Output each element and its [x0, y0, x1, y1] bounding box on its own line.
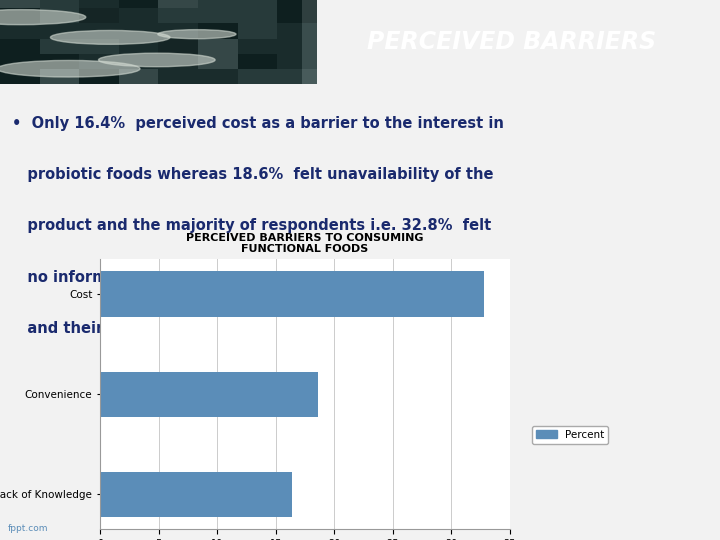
Legend: Percent: Percent — [531, 426, 608, 444]
Bar — [158, 23, 198, 38]
Bar — [79, 38, 119, 53]
Text: •  Only 16.4%  perceived cost as a barrier to the interest in: • Only 16.4% perceived cost as a barrier… — [12, 116, 504, 131]
Bar — [158, 8, 198, 23]
Circle shape — [143, 32, 206, 39]
Bar — [277, 53, 317, 69]
Bar — [238, 8, 277, 23]
Bar — [0, 0, 40, 8]
Bar — [40, 0, 79, 8]
Circle shape — [0, 58, 123, 73]
Bar — [158, 69, 198, 84]
Bar — [0, 0, 302, 84]
Bar — [0, 53, 40, 69]
Bar — [79, 69, 119, 84]
Circle shape — [86, 19, 197, 31]
Bar — [100, 472, 292, 517]
Text: no information was available about  the probiotic foods: no information was available about the p… — [12, 270, 487, 285]
Bar — [119, 8, 158, 23]
Bar — [277, 69, 317, 84]
Bar — [198, 38, 238, 53]
Bar — [277, 38, 317, 53]
Bar — [40, 8, 79, 23]
Text: probiotic foods whereas 18.6%  felt unavailability of the: probiotic foods whereas 18.6% felt unava… — [12, 167, 493, 182]
Bar — [238, 53, 277, 69]
Bar — [79, 8, 119, 23]
Bar — [40, 53, 79, 69]
Bar — [277, 23, 317, 38]
Bar — [277, 8, 317, 23]
Bar — [119, 0, 158, 8]
Text: fppt.com: fppt.com — [8, 524, 48, 534]
Bar — [158, 38, 198, 53]
Bar — [119, 23, 158, 38]
Circle shape — [0, 43, 76, 56]
Bar — [158, 53, 198, 69]
Bar — [238, 69, 277, 84]
Bar — [40, 23, 79, 38]
Bar — [277, 0, 317, 8]
Bar — [238, 0, 277, 8]
Bar — [119, 38, 158, 53]
Text: PERCEIVED BARRIERS: PERCEIVED BARRIERS — [366, 30, 656, 54]
Bar — [0, 69, 40, 84]
Bar — [198, 0, 238, 8]
Bar — [158, 0, 198, 8]
Circle shape — [34, 60, 155, 75]
Bar — [198, 23, 238, 38]
Bar — [40, 38, 79, 53]
Bar — [198, 53, 238, 69]
Bar — [238, 38, 277, 53]
Bar — [119, 53, 158, 69]
Bar — [40, 69, 79, 84]
Text: product and the majority of respondents i.e. 32.8%  felt: product and the majority of respondents … — [12, 219, 491, 233]
Bar — [198, 69, 238, 84]
Bar — [0, 38, 40, 53]
Bar — [238, 23, 277, 38]
Title: PERCEIVED BARRIERS TO CONSUMING
FUNCTIONAL FOODS: PERCEIVED BARRIERS TO CONSUMING FUNCTION… — [186, 233, 424, 254]
Bar — [0, 23, 40, 38]
Bar — [0, 8, 40, 23]
Bar — [100, 272, 485, 316]
Bar — [79, 0, 119, 8]
Bar — [119, 69, 158, 84]
Bar — [198, 8, 238, 23]
Text: and their role in health.: and their role in health. — [12, 321, 225, 336]
Bar — [79, 53, 119, 69]
Bar — [79, 23, 119, 38]
Bar — [100, 372, 318, 417]
